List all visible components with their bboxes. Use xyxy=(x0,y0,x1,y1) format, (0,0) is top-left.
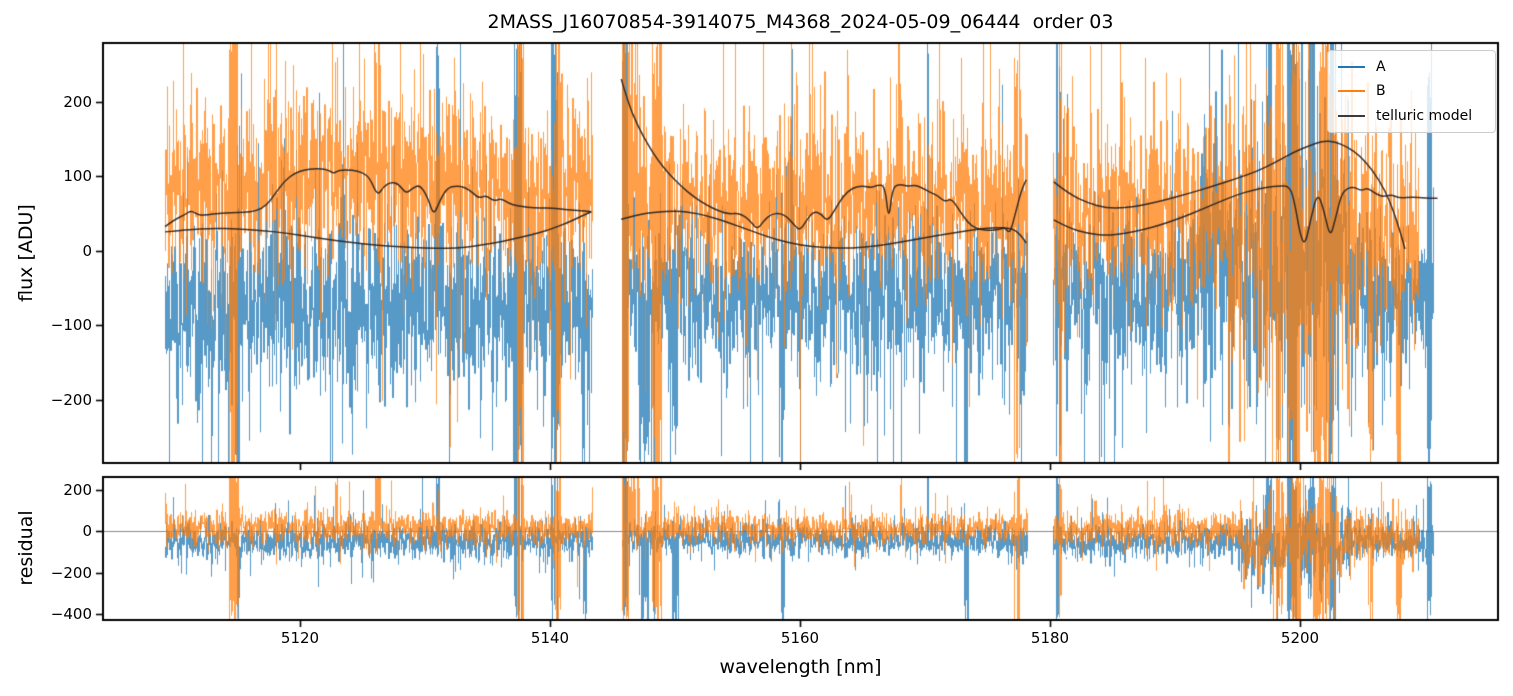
residual-y-tick-label: 200 xyxy=(63,480,92,499)
legend-label-b: B xyxy=(1376,83,1386,100)
flux-y-tick-label: 0 xyxy=(82,241,92,260)
wavelength-axis-label: wavelength [nm] xyxy=(719,656,882,678)
legend-label-a: A xyxy=(1376,59,1386,76)
residual-y-tick-label: 0 xyxy=(82,522,92,540)
flux-y-tick-label: 100 xyxy=(63,167,92,185)
telluric-model-line-swatch xyxy=(1338,114,1365,117)
flux-y-tick-label: −100 xyxy=(50,316,92,334)
x-tick-label: 5160 xyxy=(780,629,820,647)
x-tick-label: 5140 xyxy=(530,629,570,647)
series-b-line-swatch xyxy=(1338,90,1365,93)
legend-item-telluric: telluric model xyxy=(1338,108,1485,124)
residual-y-tick-label: −200 xyxy=(50,563,92,582)
flux-y-tick-label: 200 xyxy=(63,92,92,111)
x-tick-label: 5120 xyxy=(280,629,320,647)
residual-y-tick-label: −400 xyxy=(50,605,92,623)
legend-item-a: A xyxy=(1338,59,1485,75)
x-tick-label: 5200 xyxy=(1280,629,1320,647)
legend-item-b: B xyxy=(1338,83,1485,99)
series-a-line-swatch xyxy=(1338,66,1365,69)
legend: A B telluric model xyxy=(1327,50,1496,133)
plot-title: 2MASS_J16070854-3914075_M4368_2024-05-09… xyxy=(487,11,1114,33)
legend-label-telluric: telluric model xyxy=(1376,107,1473,124)
flux-y-tick-label: −200 xyxy=(50,390,92,409)
x-tick-label: 5180 xyxy=(1030,629,1070,647)
